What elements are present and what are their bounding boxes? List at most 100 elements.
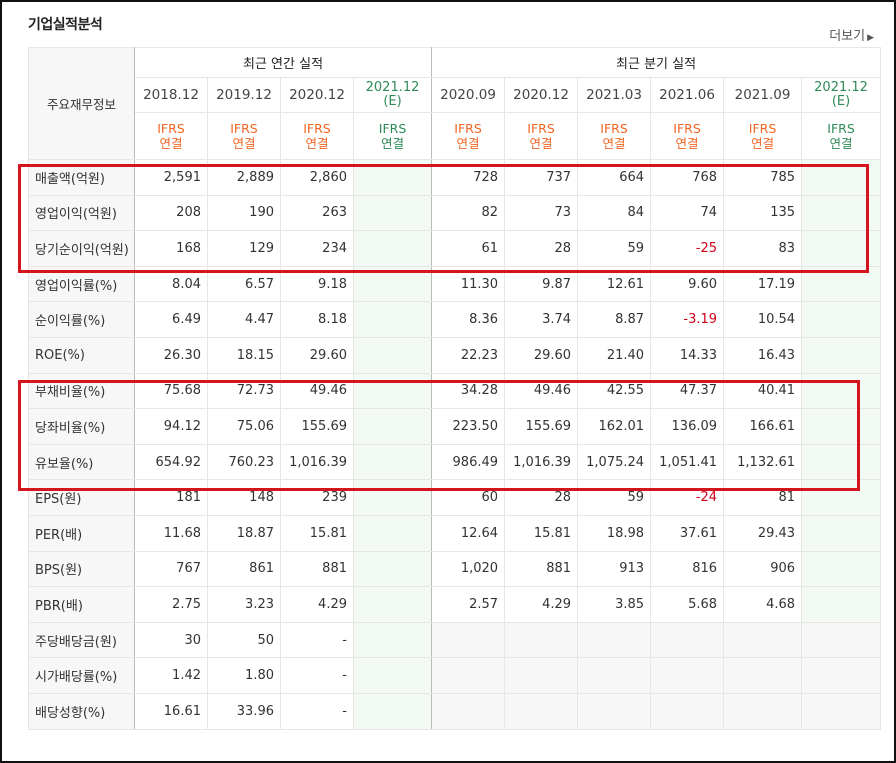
- table-cell: 8.87: [577, 301, 652, 338]
- consolidated-label: 연결: [529, 136, 553, 151]
- row-label: 시가배당률(%): [28, 657, 135, 694]
- financial-table: 주요재무정보 최근 연간 실적 최근 분기 실적 2018.12 2019.12 2020…: [28, 47, 882, 730]
- period-label: 2020.12: [513, 87, 569, 103]
- table-cell: 1,016.39: [504, 443, 579, 481]
- table-cell: 15.81: [280, 514, 354, 552]
- table-cell: 166.61: [723, 408, 803, 445]
- table-row: 당좌비율(%) 94.12 75.06 155.69 223.50 155.69 162.0…: [28, 408, 882, 445]
- table-cell: 986.49: [431, 443, 506, 481]
- table-cell: [352, 550, 433, 588]
- table-cell: -: [280, 692, 354, 730]
- table-cell: 760.23: [207, 443, 281, 481]
- table-cell: 72.73: [207, 372, 281, 410]
- table-cell: 75.68: [134, 372, 208, 410]
- period-label: 2018.12: [143, 87, 199, 103]
- table-row: 영업이익(억원) 208 190 263 82 73 84 74 135: [28, 194, 882, 232]
- period-header: 2021.12 (E): [352, 77, 433, 113]
- table-cell: 9.18: [280, 265, 354, 303]
- consolidated-label: 연결: [675, 136, 699, 151]
- table-cell: 223.50: [431, 408, 506, 445]
- ifrs-header: IFRS 연결: [723, 112, 803, 160]
- table-cell: 2,860: [280, 159, 354, 196]
- table-cell: 33.96: [207, 692, 281, 730]
- row-label: 영업이익(억원): [28, 194, 135, 232]
- table-cell: -: [280, 657, 354, 694]
- table-cell: [431, 621, 506, 659]
- ifrs-header: IFRS 연결: [134, 112, 208, 160]
- table-row: 배당성향(%) 16.61 33.96-: [28, 692, 882, 730]
- table-cell: 861: [207, 550, 281, 588]
- table-cell: 181: [134, 479, 208, 516]
- period-header: 2020.09: [431, 77, 506, 113]
- table-cell: 40.41: [723, 372, 803, 410]
- ifrs-header: IFRS 연결: [352, 112, 433, 160]
- table-cell: 4.29: [504, 586, 579, 623]
- period-header: 2019.12: [207, 77, 281, 113]
- ifrs-label: IFRS: [827, 121, 855, 136]
- table-cell: 155.69: [504, 408, 579, 445]
- table-cell: 767: [134, 550, 208, 588]
- table-cell: 4.47: [207, 301, 281, 338]
- table-cell: 6.49: [134, 301, 208, 338]
- table-cell: [504, 657, 579, 694]
- table-cell: 49.46: [504, 372, 579, 410]
- consolidated-label: 연결: [602, 136, 626, 151]
- period-header: 2021.03: [577, 77, 652, 113]
- table-cell: 16.61: [134, 692, 208, 730]
- consolidated-label: 연결: [751, 136, 775, 151]
- table-cell: 83: [723, 230, 803, 267]
- table-cell: 29.60: [280, 336, 354, 374]
- table-cell: [801, 265, 882, 303]
- table-cell: [801, 550, 882, 588]
- period-label: 2020.09: [440, 87, 496, 103]
- annual-group-header: 최근 연간 실적: [133, 47, 433, 78]
- ifrs-label: IFRS: [600, 121, 628, 136]
- period-label: 2021.03: [586, 87, 642, 103]
- table-row: 영업이익률(%) 8.04 6.57 9.18 11.30 9.87 12.61 9.60 17…: [28, 265, 882, 303]
- ifrs-header: IFRS 연결: [280, 112, 354, 160]
- table-cell: 9.60: [650, 265, 725, 303]
- table-cell: 17.19: [723, 265, 803, 303]
- table-cell: [801, 336, 882, 374]
- table-cell: 8.18: [280, 301, 354, 338]
- consolidated-label: 연결: [381, 136, 405, 151]
- row-label: 당기순이익(억원): [28, 230, 135, 267]
- table-cell: 29.43: [723, 514, 803, 552]
- section-title: 기업실적분석: [28, 17, 103, 33]
- table-cell: 1.42: [134, 657, 208, 694]
- row-label: BPS(원): [28, 550, 135, 588]
- table-cell: 1.80: [207, 657, 281, 694]
- table-cell: [352, 657, 433, 694]
- period-label: 2020.12: [289, 87, 345, 103]
- table-cell: 234: [280, 230, 354, 267]
- table-row: 시가배당률(%) 1.42 1.80-: [28, 657, 882, 694]
- ifrs-label: IFRS: [527, 121, 555, 136]
- table-cell: [352, 408, 433, 445]
- table-cell: 84: [577, 194, 652, 232]
- table-cell: 21.40: [577, 336, 652, 374]
- table-cell: 18.15: [207, 336, 281, 374]
- table-cell: 1,075.24: [577, 443, 652, 481]
- table-cell: 168: [134, 230, 208, 267]
- table-cell: 34.28: [431, 372, 506, 410]
- table-cell: [352, 265, 433, 303]
- table-cell: 816: [650, 550, 725, 588]
- ifrs-header: IFRS 연결: [504, 112, 579, 160]
- estimate-mark: (E): [383, 94, 402, 109]
- table-cell: 664: [577, 159, 652, 196]
- table-row: EPS(원) 181 148 239 60 28 59 -24 81: [28, 479, 882, 516]
- ifrs-header: IFRS 연결: [431, 112, 506, 160]
- table-cell: [801, 230, 882, 267]
- table-cell: [801, 194, 882, 232]
- chevron-right-icon: ▶: [867, 33, 874, 43]
- consolidated-label: 연결: [305, 136, 329, 151]
- table-cell: 1,016.39: [280, 443, 354, 481]
- table-cell: 12.64: [431, 514, 506, 552]
- table-cell: 906: [723, 550, 803, 588]
- table-cell: 12.61: [577, 265, 652, 303]
- table-cell: 1,132.61: [723, 443, 803, 481]
- more-link[interactable]: 더보기 ▶: [829, 25, 874, 44]
- table-cell: 26.30: [134, 336, 208, 374]
- row-label: 배당성향(%): [28, 692, 135, 730]
- table-cell: [801, 621, 882, 659]
